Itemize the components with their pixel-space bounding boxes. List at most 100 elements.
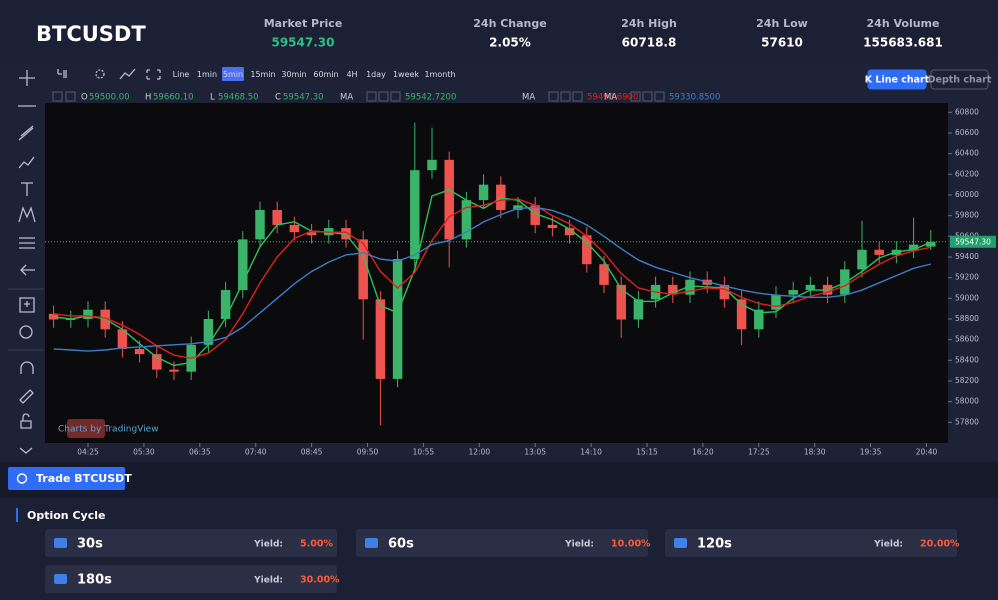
option-card[interactable] <box>45 529 337 557</box>
option-cycle[interactable]: 180s <box>77 573 112 588</box>
ma-value: 59542.7200 <box>405 93 456 103</box>
ma-name: MA <box>522 93 535 103</box>
candle-body <box>547 224 558 229</box>
option-cycle[interactable]: 120s <box>697 537 732 552</box>
y-tick-label: 57800 <box>955 417 979 426</box>
y-tick-label: 60600 <box>955 128 979 137</box>
watermark-text: Charts by TradingView <box>58 425 159 435</box>
view-button-label[interactable]: Depth chart <box>928 75 992 86</box>
candle-body <box>564 228 575 236</box>
candle-body <box>289 224 300 233</box>
tool-crosshair <box>19 70 35 86</box>
interval-option[interactable]: 1week <box>393 70 419 79</box>
candle-body <box>908 244 919 250</box>
y-tick-label: 58000 <box>955 397 979 406</box>
candle-body <box>238 239 248 291</box>
candle-body <box>857 249 867 270</box>
candle-body <box>668 284 678 295</box>
yield-value: 30.00% <box>300 575 340 586</box>
interval-option[interactable]: Line <box>173 70 190 79</box>
ma-name: MA <box>340 93 353 103</box>
tool-measure <box>19 297 35 313</box>
interval-option[interactable]: 5min <box>223 70 243 79</box>
x-tick-label: 10:55 <box>413 448 435 457</box>
candle-body <box>874 249 884 255</box>
watermark: Charts by TradingView <box>58 419 159 438</box>
legend-icon <box>560 91 571 102</box>
trade-button[interactable] <box>8 467 125 490</box>
candle-body <box>255 209 265 240</box>
legend-low-label: L <box>210 93 215 103</box>
option-icon <box>674 538 687 548</box>
candle-body <box>375 299 386 379</box>
candle-body <box>754 309 764 330</box>
candle-body <box>152 354 162 370</box>
legend-icon <box>366 91 377 102</box>
candle-body <box>513 205 523 210</box>
yield-value: 10.00% <box>611 539 651 550</box>
interval-option[interactable]: 60min <box>313 70 338 79</box>
legend-close: 59547.30 <box>283 93 324 103</box>
option-icon <box>365 538 378 548</box>
view-button-label[interactable]: K Line chart <box>865 75 930 86</box>
symbol-title: BTCUSDT <box>36 22 146 46</box>
trade-button-label[interactable]: Trade BTCUSDT <box>36 472 132 485</box>
tool-pencil <box>19 389 34 404</box>
candle-body <box>410 170 420 260</box>
option-card[interactable] <box>356 529 648 557</box>
interval-option[interactable]: 1day <box>366 70 386 79</box>
y-tick-label: 60000 <box>955 190 979 199</box>
yield-label: Yield: <box>564 540 594 550</box>
option-card[interactable] <box>45 565 337 593</box>
interval-option[interactable]: 4H <box>346 70 357 79</box>
legend-icon <box>390 91 401 102</box>
x-tick-label: 14:10 <box>580 448 602 457</box>
legend-open-label: O <box>81 93 88 103</box>
candle-body <box>926 241 936 247</box>
option-cycle[interactable]: 60s <box>388 537 414 552</box>
header-bar <box>0 0 998 60</box>
x-tick-label: 08:45 <box>301 448 323 457</box>
tool-fib <box>19 237 35 249</box>
view-button[interactable] <box>930 69 989 90</box>
candle-body <box>134 348 145 355</box>
legend-icon <box>572 91 583 102</box>
option-cycle[interactable]: 30s <box>77 537 103 552</box>
candle-body <box>616 284 626 320</box>
legend-open: 59500.00 <box>89 93 130 103</box>
legend-icon <box>654 91 665 102</box>
interval-option[interactable]: 1month <box>424 70 455 79</box>
stat-value: 57610 <box>761 36 803 50</box>
candle-body <box>736 299 747 330</box>
option-card[interactable] <box>665 529 957 557</box>
legend-low: 59468.50 <box>218 93 259 103</box>
y-tick-label: 58200 <box>955 376 979 385</box>
tool-pattern <box>18 206 36 223</box>
legend-close-label: C <box>275 93 281 103</box>
candle-body <box>117 329 128 349</box>
y-tick-label: 59800 <box>955 211 979 220</box>
y-tick-label: 58800 <box>955 314 979 323</box>
stat-label: 24h High <box>621 17 677 30</box>
candle-body <box>719 284 730 300</box>
x-tick-label: 18:30 <box>804 448 826 457</box>
yield-value: 5.00% <box>300 539 333 550</box>
interval-option[interactable]: 1min <box>197 70 217 79</box>
yield-label: Yield: <box>873 540 903 550</box>
stat-label: 24h Volume <box>867 17 940 30</box>
x-tick-label: 17:25 <box>748 448 770 457</box>
candle-body <box>306 232 317 236</box>
ma-value: 59330.8500 <box>669 93 720 103</box>
interval-option[interactable]: 30min <box>281 70 306 79</box>
tool-trend <box>18 125 34 141</box>
view-button[interactable] <box>867 69 927 90</box>
candle-body <box>461 200 472 240</box>
interval-option[interactable]: 15min <box>250 70 275 79</box>
stat-value: 155683.681 <box>863 36 943 50</box>
candle-body <box>203 318 214 345</box>
ma-line <box>53 198 931 359</box>
y-tick-label: 59000 <box>955 293 979 302</box>
candle-body <box>496 184 506 210</box>
section-marker <box>16 508 18 522</box>
